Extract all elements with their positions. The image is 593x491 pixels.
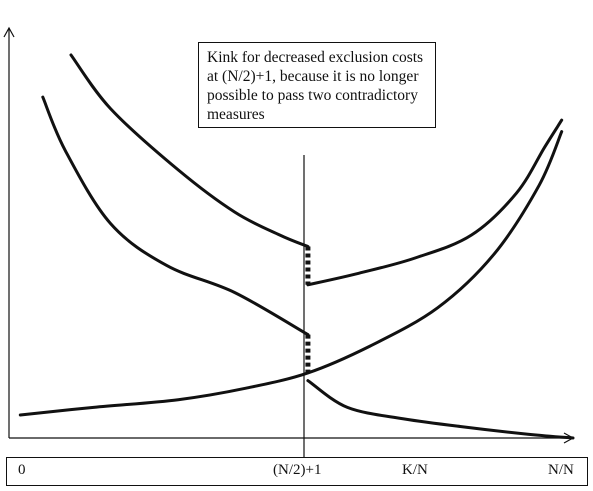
series-4-line <box>18 130 564 417</box>
series-1-line <box>306 118 564 287</box>
chart-axes <box>3 26 575 460</box>
annotation-box: Kink for decreased exclusion costs at (N… <box>198 42 436 128</box>
x-tick-label-majority: (N/2)+1 <box>273 462 322 478</box>
x-tick-label-0: 0 <box>18 462 26 478</box>
series-0-line <box>69 53 310 248</box>
y-axis-arrow <box>3 26 15 38</box>
x-label-bar <box>6 457 588 486</box>
x-tick-label-n-over-n: N/N <box>548 462 574 478</box>
annotation-text: Kink for decreased exclusion costs at (N… <box>207 49 424 123</box>
x-axis-label: K/N <box>402 462 428 478</box>
series-2-line <box>41 95 310 337</box>
series-layer <box>18 53 575 440</box>
series-3-line <box>306 379 575 440</box>
